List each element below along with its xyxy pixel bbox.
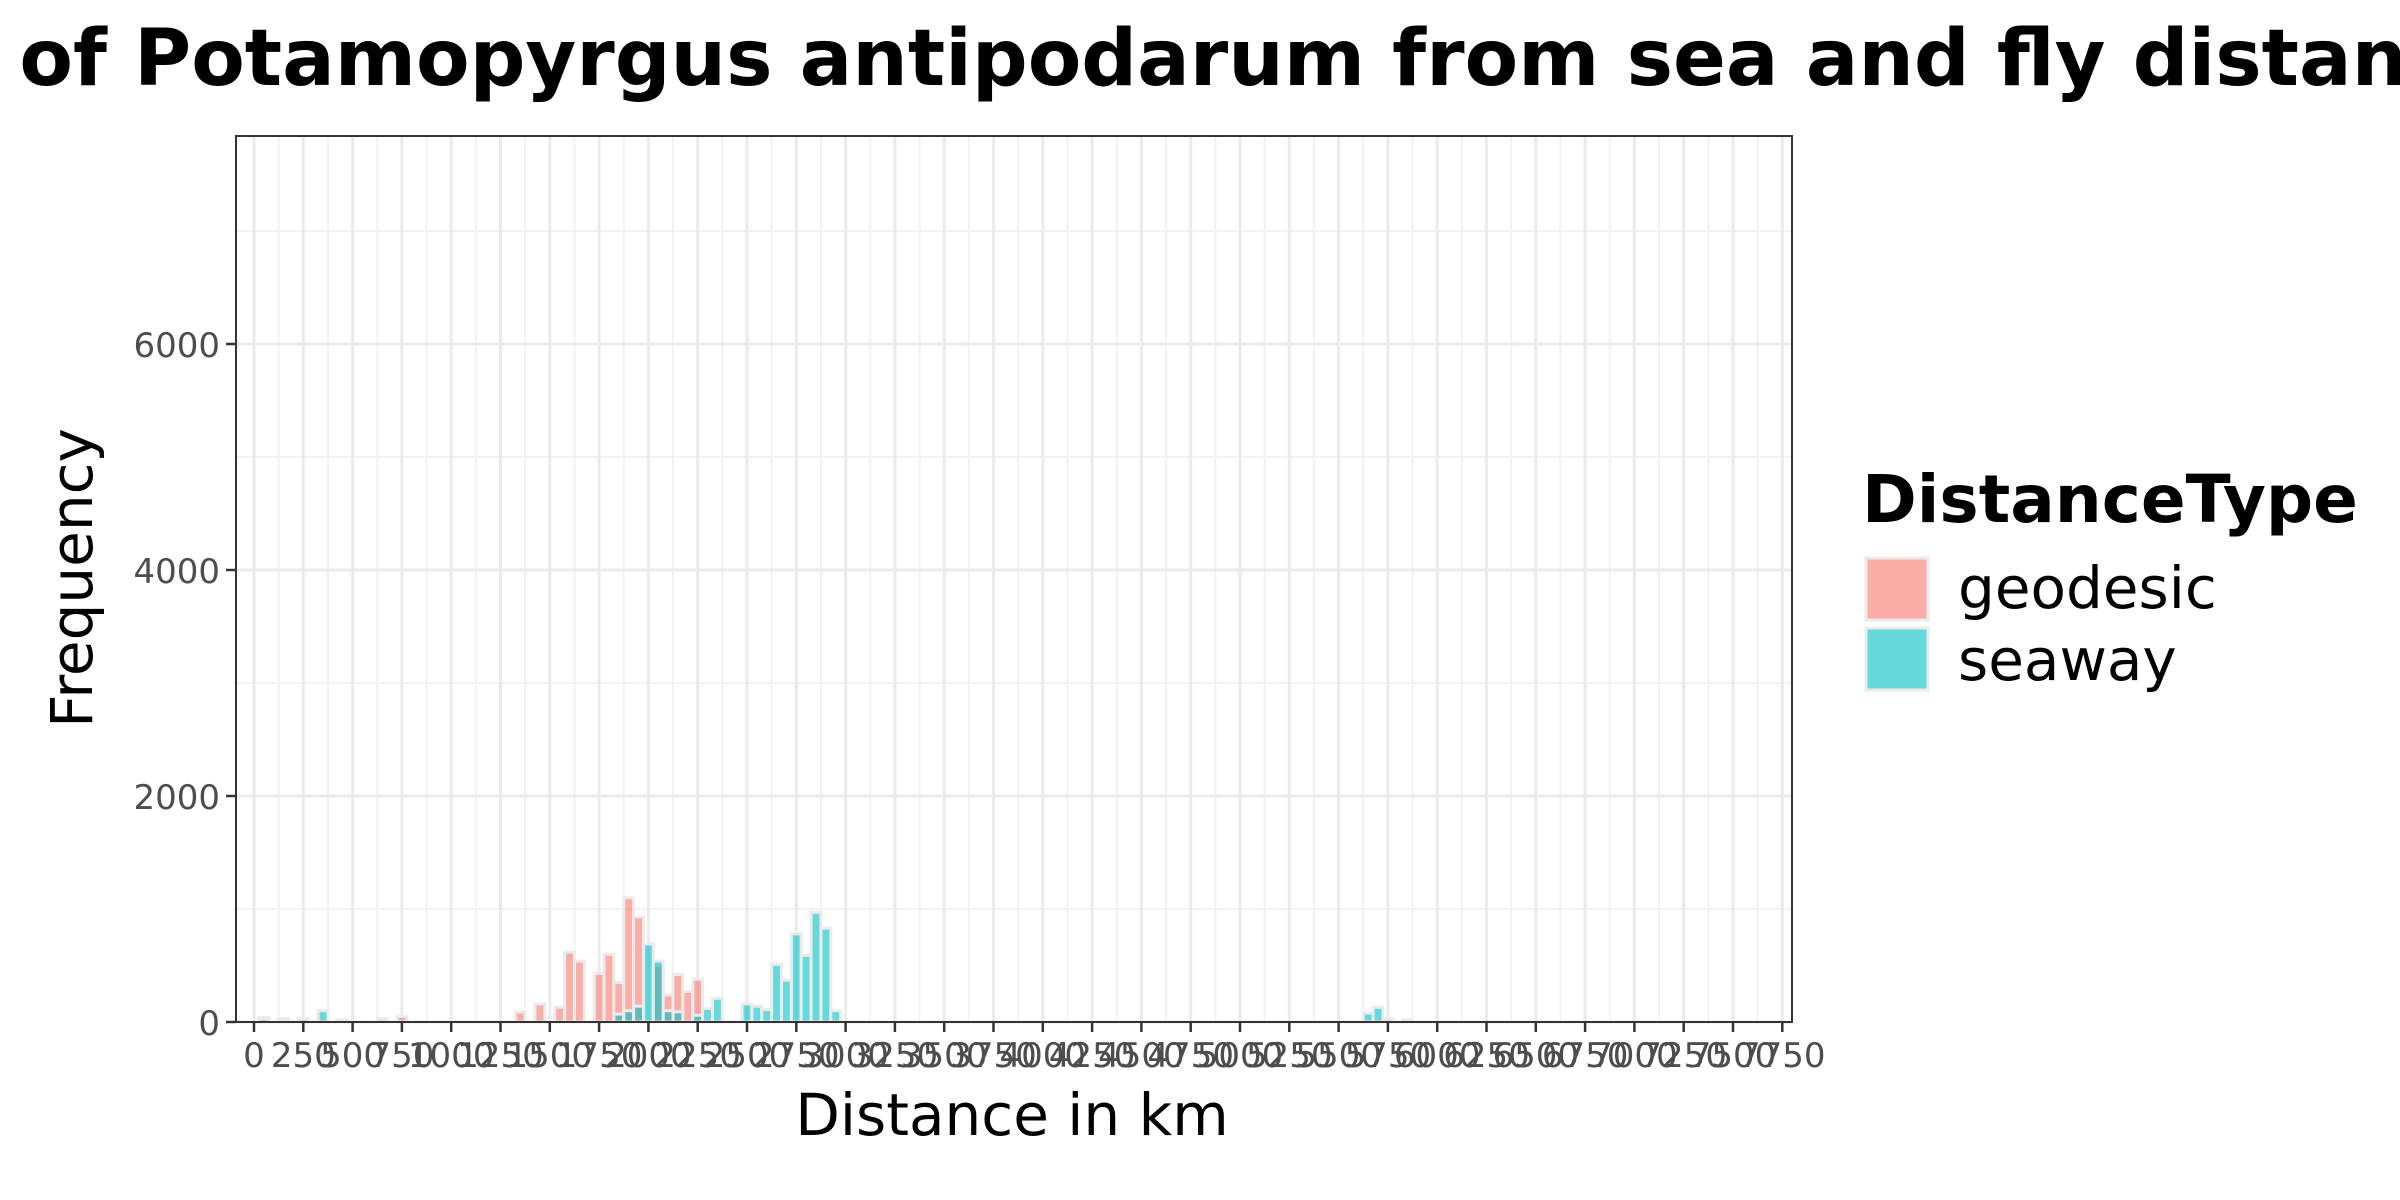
legend: DistanceType geodesic seaway	[1862, 461, 2358, 694]
x-tick-label: 5500	[1295, 1036, 1382, 1076]
y-tick-label: 2000	[133, 778, 220, 818]
x-tick-label: 4500	[1098, 1036, 1185, 1076]
x-tick-label: 2000	[605, 1036, 692, 1076]
x-tick-label: 2750	[753, 1036, 840, 1076]
bar-seaway	[829, 1009, 843, 1024]
x-tick-label: 7750	[1739, 1036, 1826, 1076]
x-tick-label: 750	[369, 1036, 434, 1076]
x-tick-label: 5000	[1197, 1036, 1284, 1076]
x-tick-label: 2250	[654, 1036, 741, 1076]
x-tick-label: 4000	[1000, 1036, 1087, 1076]
x-tick-label: 3750	[950, 1036, 1037, 1076]
bar-seaway	[710, 996, 724, 1024]
legend-label-seaway: seaway	[1958, 626, 2177, 694]
x-tick-label: 250	[271, 1036, 336, 1076]
x-tick-label: 1000	[408, 1036, 495, 1076]
bar-seaway	[671, 1010, 685, 1024]
x-tick-label: 1500	[507, 1036, 594, 1076]
legend-key-geodesic	[1864, 556, 1930, 622]
y-tick-label: 0	[198, 1004, 220, 1044]
x-tick-label: 7250	[1640, 1036, 1727, 1076]
x-tick-label: 4750	[1147, 1036, 1234, 1076]
x-tick-label: 7500	[1690, 1036, 1777, 1076]
x-tick-label: 5250	[1246, 1036, 1333, 1076]
legend-title: DistanceType	[1862, 461, 2358, 538]
x-tick-label: 3500	[901, 1036, 988, 1076]
x-tick-label: 7000	[1591, 1036, 1678, 1076]
x-tick-label: 500	[320, 1036, 385, 1076]
x-tick-label: 3000	[802, 1036, 889, 1076]
bar-seaway	[819, 926, 833, 1024]
bar-geodesic	[533, 1002, 547, 1024]
x-tick-label: 3250	[852, 1036, 939, 1076]
x-tick-label: 6500	[1493, 1036, 1580, 1076]
x-tick-label: 6750	[1542, 1036, 1629, 1076]
y-axis-label: Frequency	[38, 428, 106, 728]
y-tick-label: 4000	[133, 552, 220, 592]
x-tick-label: 4250	[1049, 1036, 1136, 1076]
panel-border	[235, 135, 1793, 1023]
legend-key-seaway	[1864, 626, 1930, 692]
x-tick-label: 6250	[1443, 1036, 1530, 1076]
x-tick-label: 6000	[1394, 1036, 1481, 1076]
bar-seaway	[316, 1009, 330, 1024]
y-tick-label: 6000	[133, 326, 220, 366]
x-axis-label: Distance in km	[795, 1081, 1228, 1149]
x-tick-label: 5750	[1345, 1036, 1432, 1076]
legend-label-geodesic: geodesic	[1958, 554, 2217, 622]
bar-geodesic	[513, 1010, 527, 1024]
x-tick-label: 0	[243, 1036, 265, 1076]
grid-lines	[236, 136, 1792, 1024]
x-tick-label: 1750	[556, 1036, 643, 1076]
bar-geodesic	[572, 959, 586, 1024]
x-tick-label: 2500	[704, 1036, 791, 1076]
x-tick-label: 1250	[457, 1036, 544, 1076]
bar-seaway	[1371, 1005, 1385, 1024]
chart-title: Distribution of Potamopyrgus antipodarum…	[0, 14, 2400, 104]
